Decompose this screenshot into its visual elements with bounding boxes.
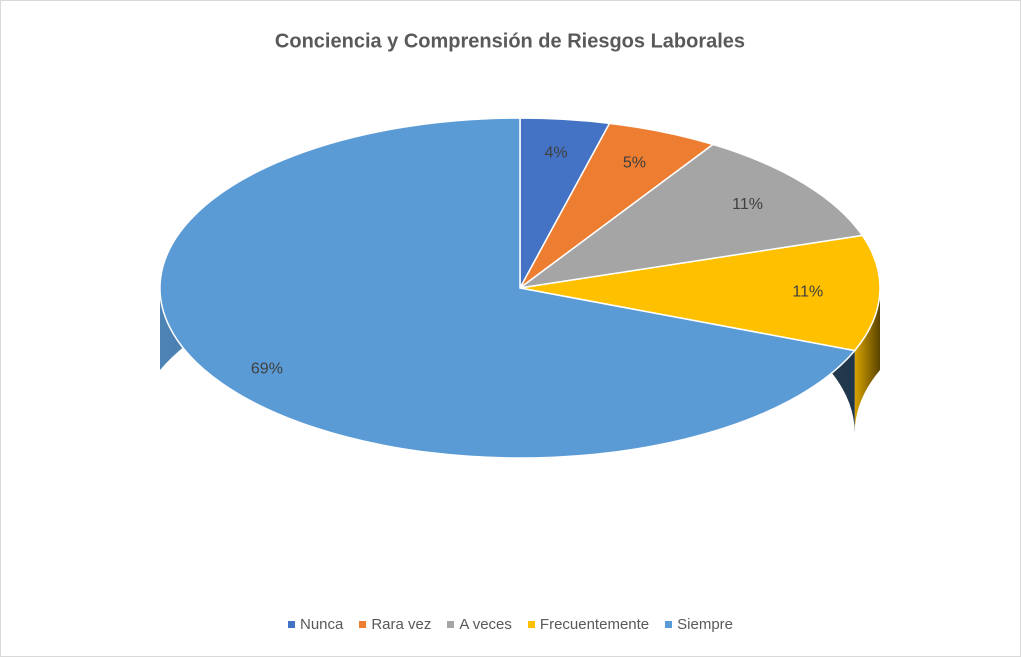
chart-title: Conciencia y Comprensión de Riesgos Labo… — [275, 30, 745, 52]
slice — [159, 117, 857, 459]
data-label: 11% — [792, 283, 823, 300]
legend-swatch — [527, 621, 535, 628]
data-label: 4% — [545, 144, 568, 161]
legend-label: Frecuentemente — [539, 616, 650, 633]
legend-swatch — [359, 621, 367, 628]
data-label: 5% — [623, 154, 646, 171]
legend-label: A veces — [459, 616, 512, 633]
legend-item: Nunca — [287, 616, 344, 633]
legend-swatch — [287, 621, 295, 628]
data-label: 69% — [251, 360, 283, 377]
legend-label: Rara vez — [371, 616, 432, 633]
legend-swatch — [665, 621, 673, 628]
legend-item: Siempre — [665, 616, 733, 633]
data-label: 11% — [732, 196, 763, 213]
slice — [519, 143, 864, 289]
legend-item: Rara vez — [359, 616, 431, 633]
legend-swatch — [447, 621, 455, 628]
legend-item: Frecuentemente — [527, 616, 650, 633]
legend-item: A veces — [447, 616, 512, 633]
legend-label: Nunca — [299, 616, 344, 633]
legend-label: Siempre — [677, 616, 733, 633]
legend: Nunca Rara vez A veces Frecuentemente Siempr… — [0, 616, 1021, 633]
slice — [519, 234, 881, 352]
